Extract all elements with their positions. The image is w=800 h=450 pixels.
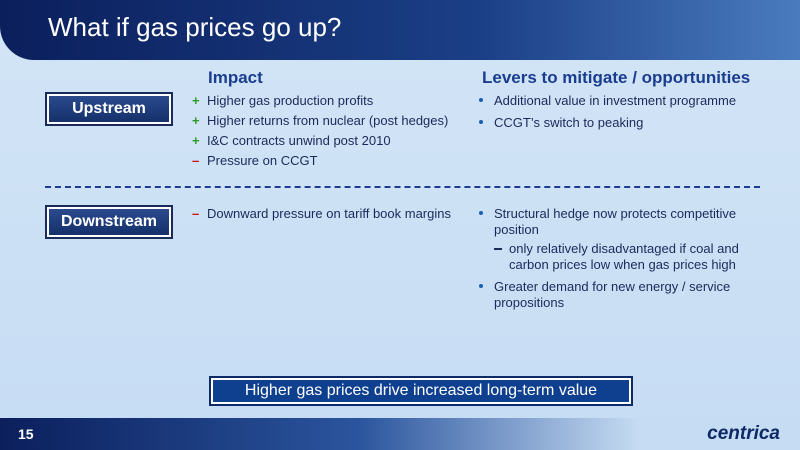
impact-text: Higher gas production profits — [207, 93, 374, 108]
impact-text: Downward pressure on tariff book margins — [207, 206, 451, 221]
impact-list: + Higher gas production profits + Higher re… — [192, 93, 448, 173]
impact-text: I&C contracts unwind post 2010 — [207, 133, 391, 148]
impact-sign: – — [192, 206, 200, 221]
lever-item: Structural hedge now protects competitiv… — [477, 206, 762, 273]
lever-text: Additional value in investment programme — [494, 93, 737, 108]
separator — [45, 186, 760, 188]
impact-list: – Downward pressure on tariff book margin… — [192, 206, 451, 226]
impact-sign: + — [192, 133, 200, 148]
impact-text: Pressure on CCGT — [207, 153, 318, 168]
impact-item: – Downward pressure on tariff book margin… — [192, 206, 451, 222]
lever-item: Greater demand for new energy / service … — [477, 279, 762, 311]
slide-title: What if gas prices go up? — [48, 12, 342, 42]
impact-item: + Higher returns from nuclear (post hedge… — [192, 113, 448, 129]
lever-text: CCGT’s switch to peaking — [494, 115, 644, 130]
footer-bar — [0, 418, 800, 450]
logo: centrica — [707, 423, 780, 444]
impact-sign: – — [192, 153, 200, 168]
impact-sign: + — [192, 93, 200, 108]
section-label-text: Upstream — [49, 96, 169, 122]
impact-item: + I&C contracts unwind post 2010 — [192, 133, 448, 149]
column-heading: Levers to mitigate / opportunities — [482, 68, 751, 87]
lever-text: Structural hedge now protects competitiv… — [494, 206, 737, 237]
impact-item: + Higher gas production profits — [192, 93, 448, 109]
levers-list: Structural hedge now protects competitiv… — [477, 206, 762, 317]
lever-subitem: only relatively disadvantaged if coal an… — [477, 241, 754, 273]
column-heading: Impact — [208, 68, 263, 87]
section-label: Upstream — [45, 92, 173, 126]
page-number: 15 — [18, 426, 34, 442]
impact-item: – Pressure on CCGT — [192, 153, 448, 169]
section-label-text: Downstream — [49, 209, 169, 235]
banner-text: Higher gas prices drive increased long-t… — [213, 380, 629, 402]
lever-item: CCGT’s switch to peaking — [477, 115, 762, 131]
impact-sign: + — [192, 113, 200, 128]
lever-item: Additional value in investment programme — [477, 93, 762, 109]
lever-text: Greater demand for new energy / service … — [494, 279, 731, 310]
impact-text: Higher returns from nuclear (post hedges… — [207, 113, 449, 128]
levers-list: Additional value in investment programme… — [477, 93, 762, 137]
section-label: Downstream — [45, 205, 173, 239]
title-bar — [0, 0, 800, 60]
banner: Higher gas prices drive increased long-t… — [209, 376, 633, 406]
